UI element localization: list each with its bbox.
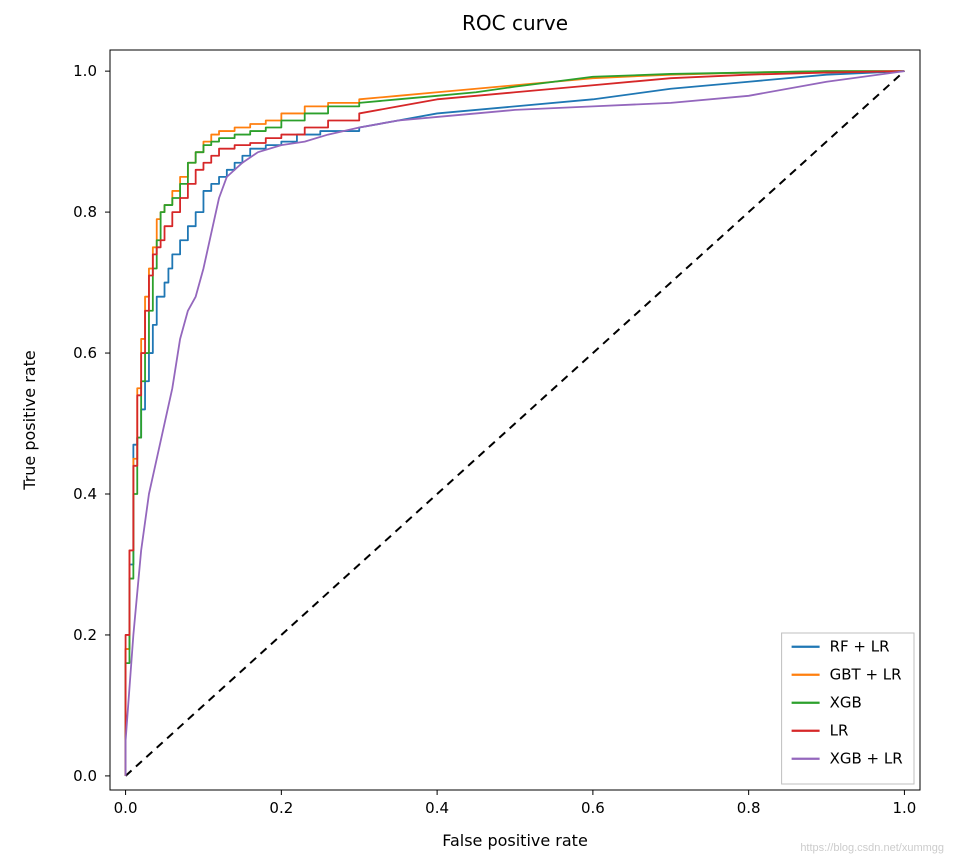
watermark-text: https://blog.csdn.net/xummgg bbox=[800, 842, 944, 854]
roc-chart: 0.0 0.2 0.4 0.6 0.8 1.0 0.0 0.2 0.4 0.6 0.8 1.0 Fals… bbox=[0, 0, 954, 858]
legend-item: XGB bbox=[830, 693, 862, 711]
legend: RF + LR GBT + LR XGB LR XGB + LR bbox=[782, 633, 914, 784]
chart-title: ROC curve bbox=[462, 11, 568, 35]
svg-text:0.6: 0.6 bbox=[581, 799, 605, 817]
svg-text:0.0: 0.0 bbox=[73, 767, 97, 785]
legend-item: RF + LR bbox=[830, 637, 890, 655]
x-axis-label: False positive rate bbox=[442, 831, 588, 850]
svg-text:0.8: 0.8 bbox=[73, 203, 97, 221]
svg-text:0.2: 0.2 bbox=[269, 799, 293, 817]
legend-item: GBT + LR bbox=[830, 665, 902, 683]
svg-text:0.6: 0.6 bbox=[73, 344, 97, 362]
svg-text:0.8: 0.8 bbox=[737, 799, 761, 817]
legend-item: XGB + LR bbox=[830, 749, 903, 767]
svg-text:0.4: 0.4 bbox=[73, 485, 97, 503]
legend-item: LR bbox=[830, 721, 849, 739]
svg-text:0.4: 0.4 bbox=[425, 799, 449, 817]
svg-text:1.0: 1.0 bbox=[73, 62, 97, 80]
svg-text:0.0: 0.0 bbox=[114, 799, 138, 817]
chart-container: 0.0 0.2 0.4 0.6 0.8 1.0 0.0 0.2 0.4 0.6 0.8 1.0 Fals… bbox=[0, 0, 954, 858]
svg-text:0.2: 0.2 bbox=[73, 626, 97, 644]
svg-text:1.0: 1.0 bbox=[892, 799, 916, 817]
y-axis-label: True positive rate bbox=[20, 350, 39, 490]
